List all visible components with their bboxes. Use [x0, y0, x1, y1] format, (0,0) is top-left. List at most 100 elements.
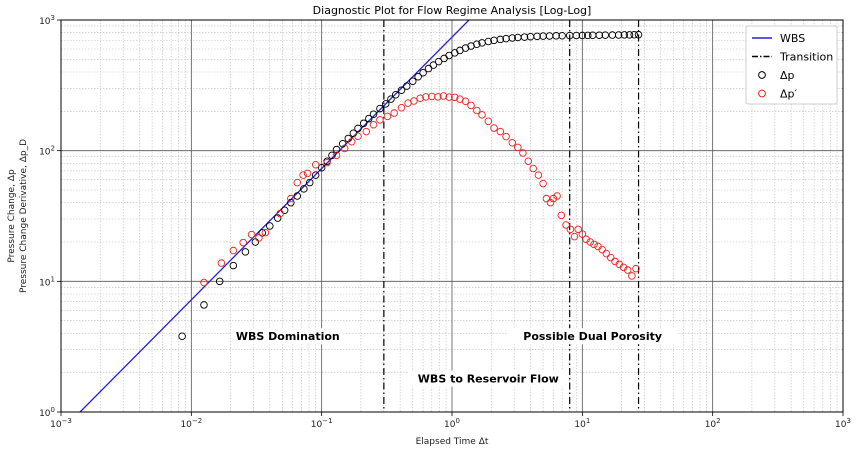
legend-swatch-marker: [758, 71, 766, 79]
dp-point: [287, 198, 295, 207]
dp-point: [376, 104, 384, 113]
dp-derivative-point: [347, 138, 356, 146]
dp-derivative-point: [439, 92, 448, 100]
dp-point: [601, 31, 610, 39]
dp-derivative-point: [255, 234, 263, 242]
legend-box: [745, 25, 838, 105]
dp-derivative-point: [299, 171, 307, 179]
dp-derivative-point: [428, 92, 436, 101]
dp-derivative-point: [496, 127, 505, 136]
dp-point: [200, 301, 208, 309]
dp-derivative-point: [623, 266, 632, 274]
chart-title: Diagnostic Plot for Flow Regime Analysis…: [313, 4, 592, 17]
dp-derivative-point: [566, 225, 575, 234]
dp-point: [630, 31, 638, 39]
dp-point: [332, 145, 341, 154]
dp-derivative-point: [410, 97, 418, 105]
dp-derivative-point: [332, 151, 341, 160]
dp-derivative-point: [628, 272, 636, 280]
legend-label: WBS: [780, 32, 805, 45]
dp-derivative-point: [247, 230, 256, 239]
dp-derivative-point: [434, 93, 442, 101]
tick-labels: 10−3 10−2 10−1 100 101 102 103 100 101 102 103: [39, 14, 851, 430]
dp-derivative-point: [557, 211, 566, 220]
dp-derivative-point: [619, 263, 628, 272]
dp-point: [365, 114, 373, 123]
dp-derivative-point: [484, 117, 493, 125]
dp-derivative-point: [311, 161, 320, 169]
y-axis-title-line2: Pressure Change Derivative, Δp_D: [19, 139, 29, 293]
dp-derivative-point: [239, 238, 247, 247]
x-tick-label: 100: [444, 417, 460, 430]
y-tick-label: 100: [39, 406, 55, 419]
dp-derivative-point: [519, 149, 527, 157]
dp-derivative-point: [590, 240, 598, 249]
dp-point: [317, 164, 326, 172]
legend-label: Transition: [779, 51, 833, 64]
dp-derivative-point: [578, 230, 587, 238]
dp-derivative-point: [323, 158, 331, 167]
dp-point: [387, 95, 395, 103]
wbs-line: [79, 20, 470, 412]
legend-label: Δp: [780, 69, 795, 82]
dp-derivative-point: [383, 112, 392, 121]
dp-derivative-point: [539, 179, 547, 188]
dp-derivative-point: [362, 127, 371, 136]
dp-derivative-point: [445, 93, 453, 101]
dp-derivative-point: [461, 97, 470, 105]
x-tick-label: 102: [705, 417, 721, 430]
dp-derivative-point: [276, 209, 284, 218]
dp-point: [409, 77, 417, 85]
dp-point: [414, 72, 422, 81]
legend-swatch-marker: [758, 89, 766, 98]
dp-derivative-point: [562, 221, 570, 229]
dp-point: [620, 31, 629, 39]
dp-derivative-point: [534, 171, 543, 179]
dp-derivative-point: [467, 101, 475, 110]
dp-derivative-point: [422, 93, 430, 101]
dp-derivative-point: [229, 246, 238, 255]
dp-derivative-point: [606, 253, 615, 262]
dp-point: [461, 44, 470, 52]
dp-point: [305, 178, 314, 187]
dp-point: [266, 222, 274, 230]
dp-derivative-point: [200, 278, 208, 287]
dp-derivative-point: [514, 143, 522, 152]
dp-point: [578, 31, 587, 40]
legend-label: Δp′: [780, 88, 798, 101]
annotation-bg: [508, 328, 677, 345]
dp-point: [381, 100, 390, 108]
annotation-bg: [407, 370, 569, 387]
dp-derivative-point: [582, 235, 590, 243]
dp-point: [473, 40, 481, 49]
dp-point: [496, 35, 505, 44]
annotation-bg: [232, 328, 344, 345]
dp-point: [625, 31, 634, 39]
dp-point: [300, 185, 308, 193]
dp-point: [215, 277, 224, 286]
dp-point: [552, 32, 560, 40]
dp-derivative-point: [369, 120, 378, 129]
dp-derivative-point: [632, 264, 640, 273]
y-tick-label: 103: [39, 14, 55, 27]
dp-point: [424, 64, 433, 73]
wbs-line-layer: [79, 20, 470, 412]
dp-point: [338, 139, 347, 148]
dp-derivative-point: [340, 144, 349, 153]
dp-point: [583, 31, 592, 40]
dp-point: [359, 119, 368, 128]
dp-derivative-point: [376, 116, 384, 124]
dp-derivative-point: [397, 104, 406, 112]
y-tick-label: 102: [39, 145, 55, 158]
annotation-1: WBS to Reservoir Flow: [418, 373, 559, 386]
dp-point: [595, 31, 604, 39]
dp-point: [533, 32, 541, 41]
x-tick-label: 101: [574, 417, 590, 430]
y-tick-label: 101: [39, 275, 55, 288]
annotations: WBS Domination WBS to Reservoir Flow Possi…: [232, 328, 677, 387]
dp-point: [369, 110, 378, 118]
dp-point: [403, 82, 411, 90]
dp-derivative-point: [553, 192, 561, 200]
dp-point: [229, 261, 238, 270]
dp-derivative-point: [586, 238, 594, 246]
